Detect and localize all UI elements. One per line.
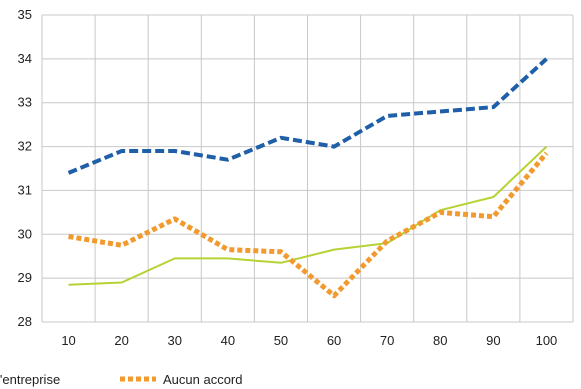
x-tick-label: 10 (61, 333, 75, 348)
series-line-3 (68, 151, 549, 299)
y-tick-label: 33 (18, 95, 32, 110)
x-tick-label: 70 (380, 333, 394, 348)
y-tick-label: 35 (18, 7, 32, 22)
series-line-2 (68, 145, 548, 286)
y-tick-label: 29 (18, 270, 32, 285)
x-tick-label: 30 (168, 333, 182, 348)
x-axis-ticks: 10 20 30 40 50 60 70 80 90 100 (61, 333, 557, 348)
x-tick-label: 60 (327, 333, 341, 348)
y-tick-label: 28 (18, 314, 32, 329)
y-tick-label: 30 (18, 226, 32, 241)
legend-label-1: l'entreprise (0, 372, 60, 387)
legend: l'entreprise Aucun accord (0, 372, 243, 387)
grid (41, 14, 574, 323)
y-tick-label: 32 (18, 139, 32, 154)
y-tick-label: 34 (18, 51, 32, 66)
legend-label-2: Aucun accord (163, 372, 243, 387)
series-line-1 (67, 57, 548, 175)
x-tick-label: 90 (486, 333, 500, 348)
x-tick-label: 100 (536, 333, 558, 348)
y-axis-ticks: 28 29 30 31 32 33 34 35 (18, 7, 32, 329)
x-tick-label: 50 (274, 333, 288, 348)
x-tick-label: 80 (433, 333, 447, 348)
x-tick-label: 20 (114, 333, 128, 348)
x-tick-label: 40 (221, 333, 235, 348)
y-tick-label: 31 (18, 182, 32, 197)
series-lines (67, 57, 549, 299)
